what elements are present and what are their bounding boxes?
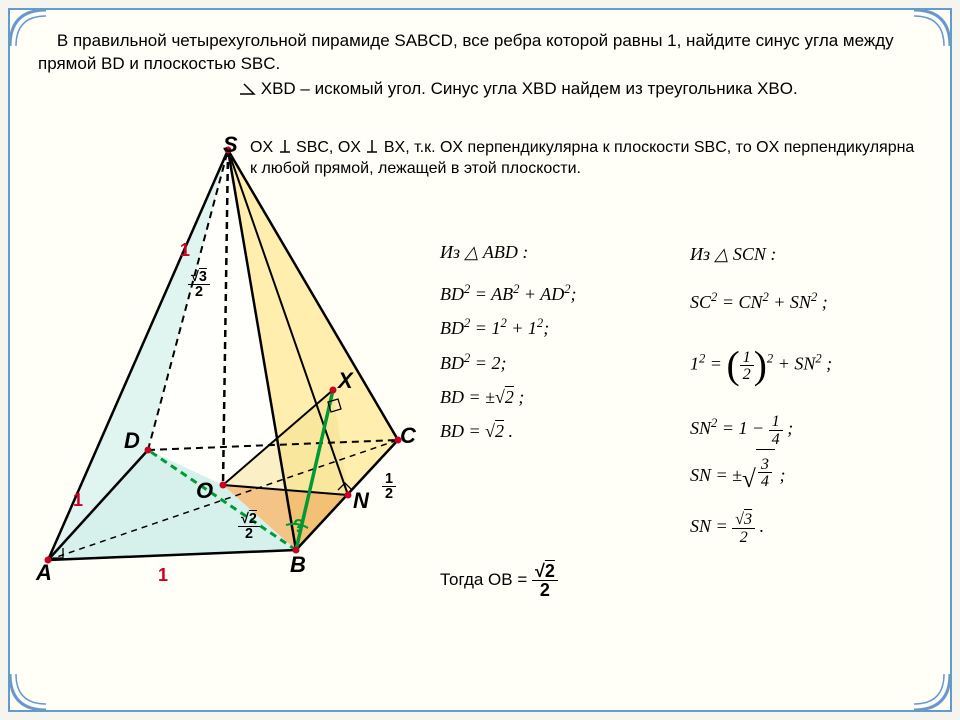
tbd-l: Тогда OB =: [440, 570, 532, 589]
pyramid-diagram: S A B C D O N X 1 1 1 12 √32 √22 ?: [28, 140, 448, 590]
slide-frame: В правильной четырехугольной пирамиде SA…: [8, 8, 952, 712]
c2r3d: 4: [769, 431, 783, 447]
math-col-abd: Из △ ABD : BD2 = AB2 + AD2; BD2 = 12 + 1…: [440, 235, 670, 448]
half-den: 2: [382, 487, 396, 501]
label-C: C: [400, 423, 416, 449]
then-ob: Тогда OB = √22: [440, 562, 558, 599]
label-X: X: [338, 368, 353, 394]
c2fd: 2: [740, 366, 754, 382]
r2d: 2: [238, 527, 260, 541]
corner-br: [912, 672, 952, 712]
label-N: N: [353, 488, 369, 514]
tbdd: 2: [532, 581, 558, 599]
label-A: A: [36, 560, 52, 586]
c2fn: 1: [740, 349, 754, 366]
r2n: 2: [249, 511, 257, 527]
c2r3n: 1: [769, 413, 783, 430]
c1ht: Из △ ABD :: [440, 242, 528, 262]
edge-AD-1: 1: [73, 490, 83, 511]
problem-text: В правильной четырехугольной пирамиде SA…: [38, 30, 922, 101]
c1r4r: 2: [505, 387, 514, 407]
label-D: D: [124, 428, 140, 454]
edge-CN-half: 12: [382, 472, 396, 502]
tbdn: 2: [545, 561, 555, 581]
c2r5d: 2: [732, 529, 755, 545]
c2r4d: 4: [758, 473, 772, 489]
c1-h: Из △ ABD :: [440, 235, 670, 269]
c2r4n: 3: [758, 456, 772, 473]
c2r5n: 3: [744, 510, 752, 528]
r3d: 2: [188, 285, 210, 299]
c2ht: Из △ SCN :: [690, 244, 776, 264]
edge-r3: √32: [188, 270, 210, 300]
angle-q: ?: [293, 516, 304, 537]
half-num: 1: [382, 472, 396, 487]
sinus-text: Синус угла XBD найдем из треугольника XB…: [431, 79, 798, 98]
edge-r2: √22: [238, 512, 260, 542]
r3n: 3: [199, 269, 207, 285]
corner-bl: [8, 672, 48, 712]
label-B: B: [290, 552, 306, 578]
problem-body: В правильной четырехугольной пирамиде SA…: [38, 31, 894, 73]
c1r4p: BD = ±: [440, 387, 495, 407]
label-S: S: [223, 132, 238, 158]
c1r5p: BD =: [440, 421, 485, 441]
math-col-scn: Из △ SCN : SC2 = CN2 + SN2 ; 12 = (12)2 …: [690, 235, 945, 547]
c1r5r: 2: [495, 421, 504, 441]
label-O: O: [196, 478, 213, 504]
edge-AB-1: 1: [158, 565, 168, 586]
edge-SA-1: 1: [180, 240, 190, 261]
c2-h: Из △ SCN :: [690, 235, 945, 275]
angle-text: XBD – искомый угол.: [261, 79, 426, 98]
